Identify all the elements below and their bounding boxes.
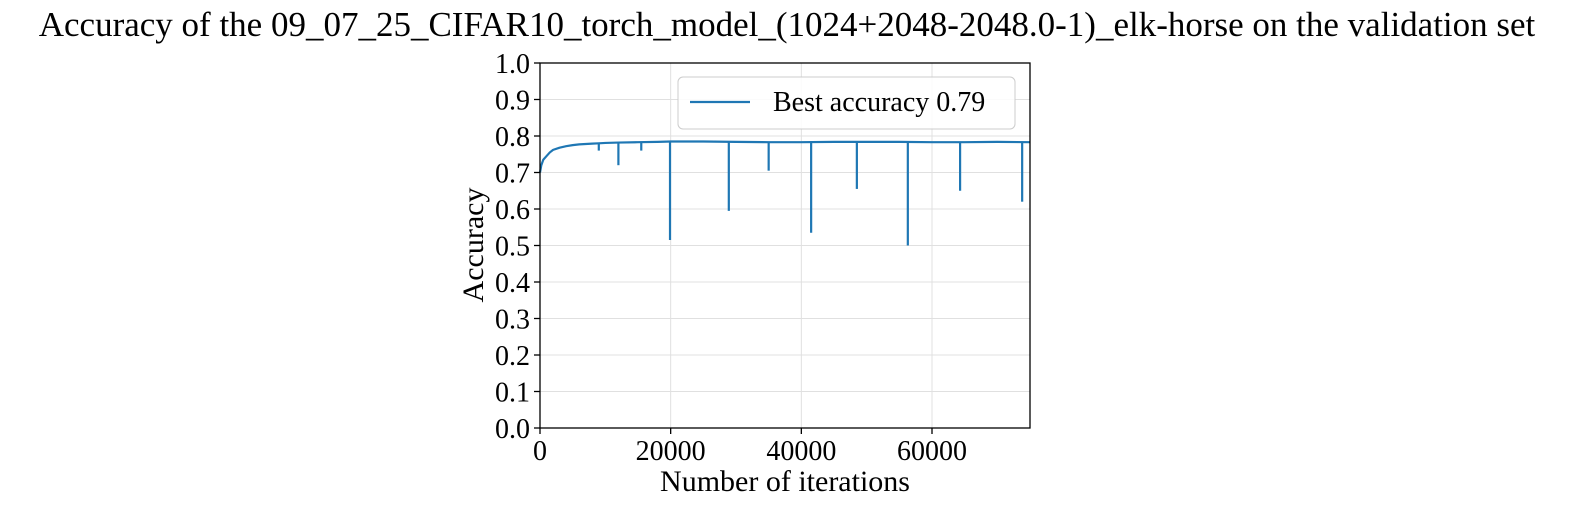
x-tick-label: 20000 bbox=[636, 436, 706, 467]
legend-label: Best accuracy 0.79 bbox=[773, 87, 985, 118]
x-axis-ticks: 0 20000 40000 60000 bbox=[533, 428, 967, 467]
y-tick-label: 0.5 bbox=[495, 232, 530, 263]
y-tick-label: 0.6 bbox=[495, 195, 530, 226]
series-layer bbox=[538, 140, 1031, 246]
legend-box bbox=[677, 76, 1016, 130]
y-axis-ticks: 0.0 0.1 0.2 0.3 0.4 0.5 0.6 0.7 0.8 0.9 1.0 bbox=[495, 49, 540, 445]
y-tick-label: 0.4 bbox=[495, 268, 530, 299]
x-axis-label: Number of iterations bbox=[660, 465, 910, 498]
y-tick-label: 0.3 bbox=[495, 305, 530, 336]
y-tick-label: 0.7 bbox=[495, 159, 530, 190]
chart-title: Accuracy of the 09_07_25_CIFAR10_torch_m… bbox=[39, 5, 1536, 44]
y-axis-label: Accuracy bbox=[457, 188, 490, 303]
y-tick-label: 0.8 bbox=[495, 122, 530, 153]
y-tick-label: 0.9 bbox=[495, 86, 530, 117]
y-tick-label: 0.1 bbox=[495, 378, 530, 409]
x-tick-label: 60000 bbox=[897, 436, 967, 467]
series-line-0 bbox=[538, 140, 1031, 173]
y-tick-label: 0.2 bbox=[495, 341, 530, 372]
y-tick-label: 0.0 bbox=[495, 414, 530, 445]
x-tick-label: 40000 bbox=[766, 436, 836, 467]
x-tick-label: 0 bbox=[533, 436, 547, 467]
legend: Best accuracy 0.79 bbox=[677, 76, 1016, 130]
y-tick-label: 1.0 bbox=[495, 49, 530, 80]
